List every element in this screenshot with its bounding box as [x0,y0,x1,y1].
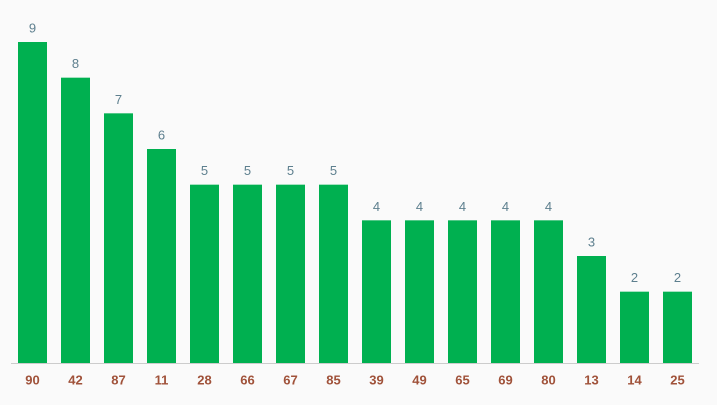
data-label: 5 [287,163,294,178]
x-tick-label: 13 [584,372,598,387]
bar [190,184,219,363]
bar [620,291,649,363]
data-label: 5 [330,163,337,178]
x-tick-label: 11 [155,372,169,387]
x-tick-label: 66 [240,372,254,387]
data-label: 4 [502,199,509,214]
x-tick-label: 65 [455,372,469,387]
bar [147,149,176,363]
data-label: 9 [29,20,36,35]
x-tick-label: 85 [326,372,340,387]
x-tick-label: 90 [25,372,39,387]
x-tick-label: 25 [670,372,684,387]
data-label: 4 [459,199,466,214]
data-label: 5 [201,163,208,178]
x-tick-label: 67 [283,372,297,387]
x-tick-label: 28 [197,372,211,387]
data-label: 3 [588,234,595,249]
bar [534,220,563,363]
bar [104,113,133,363]
data-label: 4 [545,199,552,214]
bar [362,220,391,363]
data-label: 8 [72,56,79,71]
bar [491,220,520,363]
bar [577,256,606,363]
bar [405,220,434,363]
bar [276,184,305,363]
bar [319,184,348,363]
bar [18,42,47,363]
data-label: 4 [373,199,380,214]
x-tick-label: 80 [541,372,555,387]
data-label: 6 [158,127,165,142]
bar [61,77,90,364]
data-label: 7 [115,92,122,107]
x-tick-label: 49 [412,372,426,387]
x-tick-label: 39 [369,372,383,387]
data-label: 4 [416,199,423,214]
x-tick-label: 42 [68,372,82,387]
bar [233,184,262,363]
x-tick-label: 87 [111,372,125,387]
x-tick-label: 14 [627,372,642,387]
data-label: 2 [631,270,638,285]
data-label: 2 [674,270,681,285]
bar [448,220,477,363]
bar [663,291,692,363]
x-tick-label: 69 [498,372,512,387]
data-label: 5 [244,163,251,178]
